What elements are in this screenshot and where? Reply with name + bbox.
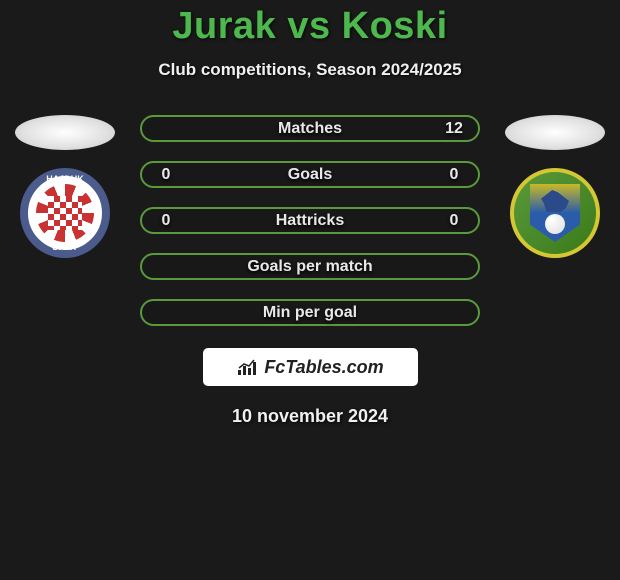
stat-right-value: 0 (444, 166, 464, 184)
istra-goat-icon (541, 190, 569, 212)
stat-label: Min per goal (263, 304, 357, 322)
stat-row-matches: Matches 12 (140, 115, 480, 142)
page-subtitle: Club competitions, Season 2024/2025 (0, 60, 620, 80)
branding-text: FcTables.com (264, 357, 383, 378)
stat-left-value: 0 (156, 166, 176, 184)
left-player-photo (15, 115, 115, 150)
hajduk-text-top: HAJDUK (28, 174, 102, 184)
right-club-badge (510, 168, 600, 258)
right-player-photo (505, 115, 605, 150)
left-club-badge: HAJDUK SPLIT (20, 168, 110, 258)
stat-left-value: 0 (156, 212, 176, 230)
stat-row-min-per-goal: Min per goal (140, 299, 480, 326)
stat-row-goals: 0 Goals 0 (140, 161, 480, 188)
right-player-column (500, 115, 610, 258)
stat-label: Goals (288, 166, 332, 184)
stat-right-value: 12 (444, 120, 464, 138)
branding-box[interactable]: FcTables.com (203, 348, 418, 386)
main-area: HAJDUK SPLIT Matches 12 0 Goals 0 0 Hatt… (0, 115, 620, 326)
stat-label: Goals per match (247, 258, 372, 276)
footer-date: 10 november 2024 (0, 406, 620, 427)
istra-ball-icon (545, 214, 565, 234)
hajduk-checker (48, 196, 82, 230)
page-title: Jurak vs Koski (0, 5, 620, 48)
stat-label: Hattricks (276, 212, 344, 230)
hajduk-text-bottom: SPLIT (28, 242, 102, 252)
left-player-column: HAJDUK SPLIT (10, 115, 120, 258)
stat-row-hattricks: 0 Hattricks 0 (140, 207, 480, 234)
stat-label: Matches (278, 120, 342, 138)
stats-column: Matches 12 0 Goals 0 0 Hattricks 0 Goals… (140, 115, 480, 326)
chart-icon (236, 358, 260, 376)
hajduk-pattern (36, 184, 94, 242)
stat-right-value: 0 (444, 212, 464, 230)
stat-row-goals-per-match: Goals per match (140, 253, 480, 280)
comparison-card: Jurak vs Koski Club competitions, Season… (0, 0, 620, 427)
istra-shield (530, 184, 580, 242)
